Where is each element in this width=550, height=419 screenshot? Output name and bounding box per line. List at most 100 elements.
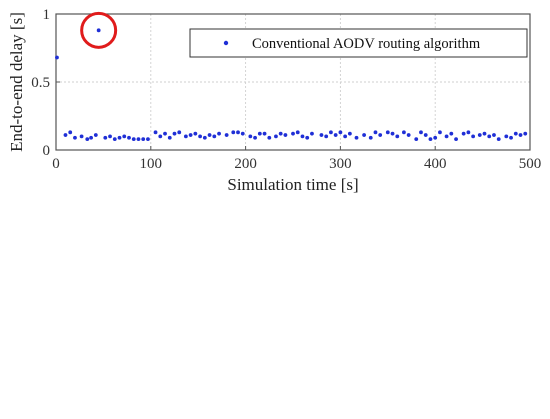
data-point — [278, 131, 283, 136]
data-point — [471, 134, 476, 139]
data-point — [513, 131, 518, 136]
data-point — [141, 137, 146, 142]
data-point — [338, 130, 343, 135]
data-point — [466, 130, 471, 135]
x-tick-label: 400 — [424, 156, 447, 172]
data-point — [267, 135, 272, 140]
data-point — [419, 130, 423, 135]
data-point — [108, 134, 112, 139]
data-point — [461, 131, 466, 136]
data-point — [117, 135, 122, 140]
data-point — [167, 135, 172, 140]
data-point — [428, 137, 433, 142]
data-point — [136, 137, 141, 142]
x-tick-label: 500 — [519, 156, 542, 172]
data-point — [198, 134, 202, 139]
data-point — [454, 137, 458, 142]
data-point — [63, 133, 68, 137]
data-point — [319, 133, 324, 137]
y-axis-label: End-to-end delay [s] — [7, 12, 26, 152]
data-point — [158, 134, 163, 139]
data-point — [127, 135, 131, 140]
legend-label: Conventional AODV routing algorithm — [252, 36, 481, 52]
data-point — [295, 130, 300, 135]
data-point — [423, 133, 428, 137]
data-point — [153, 130, 158, 135]
y-tick-label: 1 — [43, 7, 51, 23]
x-tick-label: 100 — [140, 156, 163, 172]
y-tick-label: 0.5 — [31, 75, 50, 91]
data-point — [310, 131, 314, 136]
data-point — [274, 134, 278, 139]
data-point — [509, 135, 513, 140]
data-point — [146, 137, 150, 142]
x-axis-label: Simulation time [s] — [227, 175, 358, 194]
data-point — [193, 131, 198, 136]
data-point — [224, 133, 229, 137]
chart-panel-1: 0 100 200 300 400 500 0 0.5 1 Simulation time [s]… — [7, 7, 541, 194]
data-point — [354, 135, 359, 140]
data-point — [368, 135, 373, 140]
legend-box — [189, 28, 528, 58]
data-point — [202, 135, 207, 140]
data-point — [240, 131, 245, 136]
data-point — [523, 131, 528, 136]
data-point — [131, 137, 136, 142]
data-point — [172, 131, 177, 136]
y-tick-label: 0 — [43, 143, 51, 159]
data-point — [414, 137, 419, 142]
data-point — [68, 130, 73, 135]
data-point — [402, 130, 406, 135]
data-point — [262, 131, 267, 136]
data-point — [492, 133, 496, 137]
data-point — [79, 134, 84, 139]
series-points — [55, 28, 528, 142]
data-point — [112, 137, 117, 142]
data-point — [496, 137, 501, 142]
data-point — [449, 131, 454, 136]
data-point — [217, 131, 221, 136]
data-point — [85, 137, 90, 142]
data-point — [329, 130, 333, 135]
data-point — [188, 133, 193, 137]
data-point — [477, 133, 482, 137]
data-point — [96, 28, 101, 33]
data-point — [207, 133, 212, 137]
data-point — [305, 135, 310, 140]
data-point — [55, 55, 59, 60]
data-point — [291, 131, 295, 136]
data-point — [248, 134, 253, 139]
data-point — [257, 131, 262, 136]
data-point — [433, 135, 438, 140]
data-point — [395, 134, 400, 139]
x-tick-label: 0 — [52, 156, 60, 172]
data-point — [333, 133, 338, 137]
data-point — [283, 133, 288, 137]
data-point — [163, 131, 167, 136]
data-point — [253, 135, 257, 140]
x-tick-label: 300 — [329, 156, 352, 172]
data-point — [518, 133, 523, 137]
data-point — [177, 130, 182, 135]
data-point — [122, 134, 127, 139]
data-point — [212, 134, 217, 139]
data-point — [231, 130, 236, 135]
data-point — [504, 134, 509, 139]
data-point — [73, 135, 77, 140]
data-point — [324, 134, 329, 139]
data-point — [482, 131, 487, 136]
data-point — [347, 131, 352, 136]
data-point — [362, 133, 366, 137]
data-point — [103, 135, 108, 140]
legend-marker — [223, 40, 229, 46]
data-point — [93, 133, 98, 137]
data-point — [438, 130, 442, 135]
data-point — [385, 130, 390, 135]
highlight-circle — [80, 11, 118, 49]
data-point — [444, 134, 449, 139]
legend: Conventional AODV routing algorithm — [189, 28, 528, 58]
data-point — [378, 133, 383, 137]
data-point — [373, 130, 378, 135]
data-point — [236, 130, 240, 135]
